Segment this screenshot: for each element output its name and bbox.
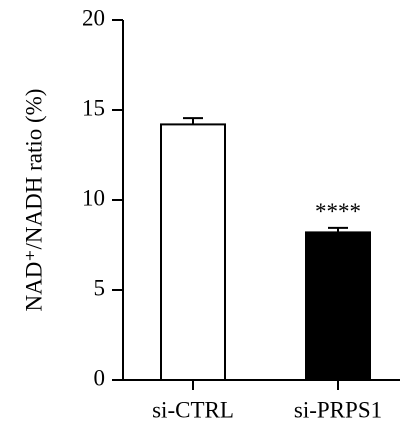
y-tick-label: 10: [82, 185, 105, 210]
bar: [305, 231, 371, 381]
y-tick-label: 0: [94, 365, 106, 390]
y-tick-label: 15: [82, 95, 105, 120]
x-tick-label: si-CTRL: [152, 397, 234, 422]
significance-label: ****: [315, 199, 361, 224]
x-tick-label: si-PRPS1: [294, 397, 382, 422]
y-tick-label: 5: [94, 275, 106, 300]
y-tick-label: 20: [82, 5, 105, 30]
bar: [160, 123, 226, 382]
y-axis-label: NAD⁺/NADH ratio (%): [21, 89, 46, 312]
